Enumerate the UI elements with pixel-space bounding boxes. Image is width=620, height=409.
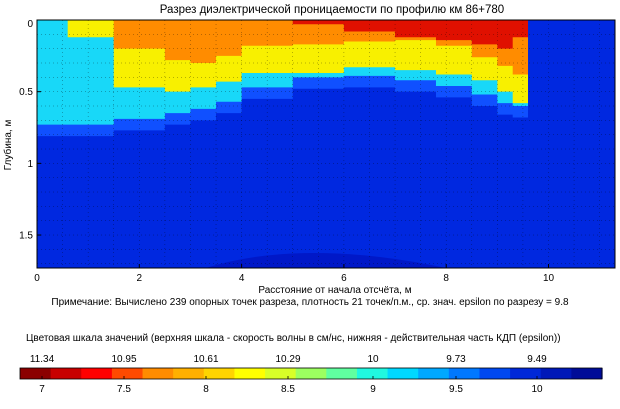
colorbar-bottom-label: 8	[203, 384, 209, 395]
colorbar-top-label: 9.73	[446, 354, 466, 365]
x-tick-label: 8	[443, 273, 449, 284]
colorbar-frame	[19, 367, 603, 380]
colorbar-bottom-label: 9.5	[449, 384, 463, 395]
colorbar-swatch	[356, 368, 389, 379]
colorbar-swatch	[326, 368, 358, 379]
colorbar-bottom-label: 7.5	[117, 384, 131, 395]
y-tick-label: 1	[27, 159, 33, 170]
layer-red	[37, 20, 529, 49]
colorbar-swatch	[418, 368, 450, 379]
colorbar-swatch	[173, 368, 205, 379]
colorbar-swatch	[540, 368, 572, 379]
plot-area	[36, 19, 616, 269]
x-axis-ticks: 0 2 4 6 8 10	[34, 264, 555, 284]
colorbar-top-label: 9.49	[527, 354, 547, 365]
x-tick-label: 6	[341, 273, 347, 284]
chart-note: Примечание: Вычислено 239 опорных точек …	[51, 297, 569, 308]
colorbar-swatch	[50, 368, 82, 379]
colorbar-top-label: 10	[367, 354, 379, 365]
colorbar-bottom-label: 9	[370, 384, 376, 395]
colorbar-swatch	[142, 368, 174, 379]
colorbar-swatch	[265, 368, 297, 379]
colorbar-swatch	[571, 368, 603, 379]
chart-title: Разрез диэлектрической проницаемости по …	[160, 4, 504, 16]
colorbar-title: Цветовая шкала значений (верхняя шкала -…	[26, 333, 561, 344]
x-tick-label: 4	[239, 273, 245, 284]
colorbar-swatch	[20, 368, 52, 379]
colorbar-swatch	[479, 368, 511, 379]
colorbar-swatch	[234, 368, 266, 379]
colorbar-swatch	[81, 368, 113, 379]
colorbar-bottom-label: 10	[531, 384, 543, 395]
x-tick-label: 0	[34, 273, 40, 284]
layer-right-column	[528, 20, 615, 268]
colorbar-top-label: 10.61	[193, 354, 218, 365]
plot-frame	[36, 19, 616, 269]
colorbar-bottom-label: 8.5	[281, 384, 295, 395]
colorbar-top-label: 11.34	[30, 354, 55, 365]
colorbar-strip	[19, 367, 603, 380]
colorbar-swatch	[203, 368, 236, 379]
colorbar-bottom-label: 7	[39, 384, 45, 395]
colorbar-top-label: 10.29	[275, 354, 300, 365]
y-tick-label: 1.5	[19, 231, 33, 242]
y-tick-label: 0.5	[19, 87, 33, 98]
y-tick-label: 0	[27, 19, 33, 30]
colorbar-top-label: 10.95	[111, 354, 136, 365]
colorbar-swatch	[295, 368, 327, 379]
layer-deep-lens	[205, 252, 447, 268]
heatmap-layers	[37, 20, 615, 268]
x-axis-label: Расстояние от начала отсчёта, м	[258, 285, 411, 296]
grid-lines	[37, 20, 615, 268]
colorbar-bottom-labels: 7 7.5 8 8.5 9 9.5 10	[39, 376, 543, 395]
colorbar-swatch	[510, 368, 542, 379]
x-tick-label: 2	[137, 273, 143, 284]
y-axis-label: Глубина, м	[2, 120, 14, 171]
colorbar-swatch	[111, 368, 144, 379]
y-axis-ticks: 0 0.5 1 1.5	[19, 19, 41, 242]
x-tick-label: 10	[543, 273, 555, 284]
colorbar-swatch	[448, 368, 481, 379]
colorbar-swatch	[387, 368, 419, 379]
